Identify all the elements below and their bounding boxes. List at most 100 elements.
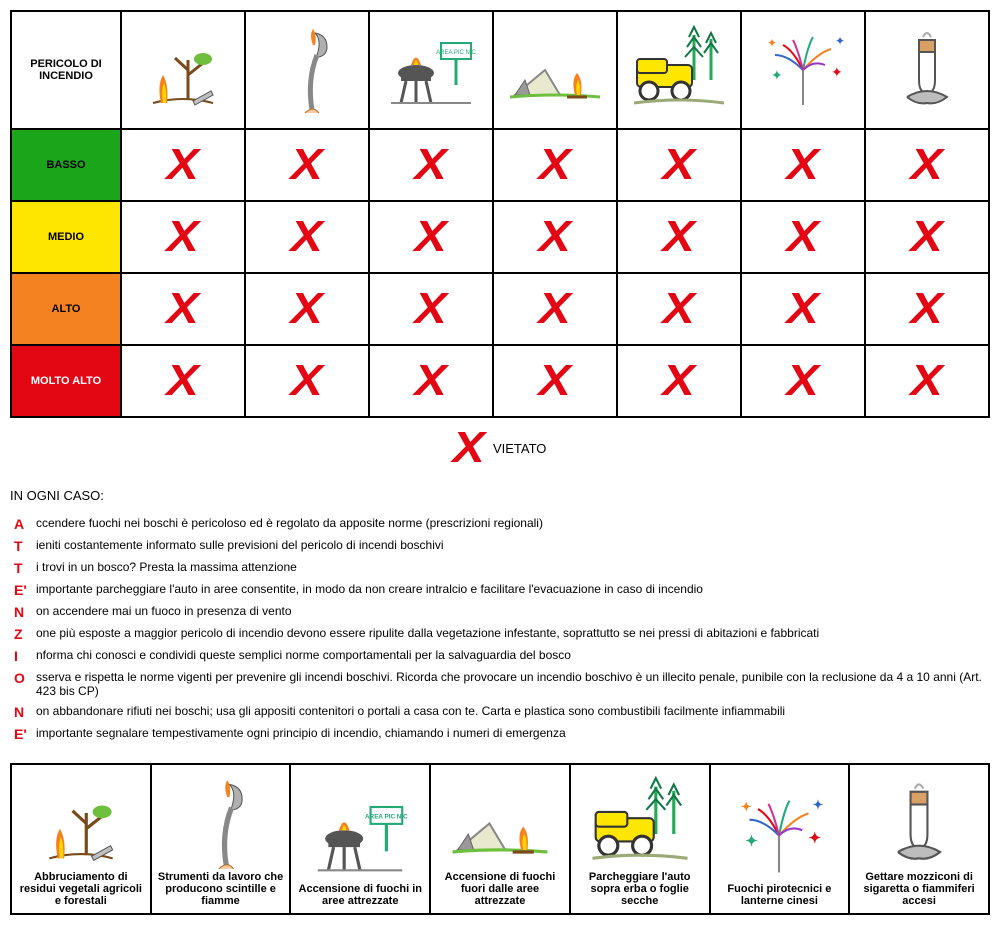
auto-icon [575,776,705,871]
acrostic-text: on accendere mai un fuoco in presenza di… [32,601,990,623]
x-mark-icon: X [787,359,819,403]
acrostic-text: on abbandonare rifiuti nei boschi; usa g… [32,701,990,723]
x-mark-icon: X [663,215,695,259]
svg-text:✦: ✦ [741,800,752,814]
col-icon-mozziconi [865,11,989,129]
acrostic-row: E'importante parcheggiare l'auto in aree… [10,579,990,601]
cell-basso-pirotecnici: X [741,129,865,201]
caption-text: Gettare mozziconi di sigaretta o fiammif… [854,871,984,907]
picnic-icon: AREA PIC NIC [295,788,425,883]
strumenti-icon [156,776,286,871]
x-mark-icon: X [787,215,819,259]
caption-cell-mozziconi: Gettare mozziconi di sigaretta o fiammif… [849,764,989,914]
caption-cell-pirotecnici: ✦ ✦ ✦ ✦Fuochi pirotecnici e lanterne cin… [710,764,850,914]
col-icon-fuori [493,11,617,129]
acrostic-row: Informa chi conosci e condividi queste s… [10,645,990,667]
acrostic-letter: O [10,667,32,701]
cell-molto-pirotecnici: X [741,345,865,417]
caption-text: Accensione di fuochi in aree attrezzate [295,883,425,907]
x-mark-icon: X [415,143,447,187]
x-mark-icon: X [911,287,943,331]
level-label-molto: MOLTO ALTO [11,345,121,417]
acrostic-letter: E' [10,579,32,601]
caption-text: Strumenti da lavoro che producono scinti… [156,871,286,907]
legend-row: X VIETATO [10,426,990,470]
x-mark-icon: X [663,359,695,403]
x-mark-icon: X [291,215,323,259]
acrostic-row: Zone più esposte a maggior pericolo di i… [10,623,990,645]
table-header-label: PERICOLO DI INCENDIO [11,11,121,129]
pirotecnici-icon: ✦ ✦ ✦ ✦ [715,788,845,883]
level-label-alto: ALTO [11,273,121,345]
cell-basso-auto: X [617,129,741,201]
acrostic-list: Accendere fuochi nei boschi è pericoloso… [10,513,990,745]
cell-alto-abbruciamento: X [121,273,245,345]
acrostic-text: sserva e rispetta le norme vigenti per p… [32,667,990,701]
cell-alto-strumenti: X [245,273,369,345]
acrostic-row: E'importante segnalare tempestivamente o… [10,723,990,745]
acrostic-text: ieniti costantemente informato sulle pre… [32,535,990,557]
acrostic-row: Non abbandonare rifiuti nei boschi; usa … [10,701,990,723]
cell-basso-abbruciamento: X [121,129,245,201]
cell-alto-fuori: X [493,273,617,345]
x-mark-icon: X [291,143,323,187]
svg-text:✦: ✦ [813,798,824,812]
acrostic-text: i trovi in un bosco? Presta la massima a… [32,557,990,579]
level-label-medio: MEDIO [11,201,121,273]
svg-text:✦: ✦ [831,64,843,80]
x-mark-icon: X [415,359,447,403]
cell-basso-fuori: X [493,129,617,201]
x-mark-icon: X [167,287,199,331]
x-mark-icon: X [663,143,695,187]
col-icon-auto [617,11,741,129]
svg-text:AREA PIC NIC: AREA PIC NIC [436,50,476,56]
caption-cell-auto: Parcheggiare l'auto sopra erba o foglie … [570,764,710,914]
cell-molto-abbruciamento: X [121,345,245,417]
acrostic-text: nforma chi conosci e condividi queste se… [32,645,990,667]
x-mark-icon: X [787,143,819,187]
caption-text: Fuochi pirotecnici e lanterne cinesi [715,883,845,907]
cell-basso-mozziconi: X [865,129,989,201]
cell-medio-abbruciamento: X [121,201,245,273]
legend-x-icon: X [452,426,484,470]
caption-cell-fuori: Accensione di fuochi fuori dalle aree at… [430,764,570,914]
cell-basso-picnic: X [369,129,493,201]
x-mark-icon: X [911,359,943,403]
mozziconi-icon [854,776,984,871]
cell-alto-auto: X [617,273,741,345]
svg-text:✦: ✦ [835,34,845,48]
legend-x-label: VIETATO [493,441,546,456]
cell-medio-picnic: X [369,201,493,273]
caption-text: Abbruciamento di residui vegetali agrico… [16,871,146,907]
acrostic-text: ccendere fuochi nei boschi è pericoloso … [32,513,990,535]
fire-danger-table: PERICOLO DI INCENDIO AREA PIC NIC [10,10,990,418]
acrostic-letter: N [10,701,32,723]
cell-medio-strumenti: X [245,201,369,273]
col-icon-pirotecnici: ✦ ✦ ✦ ✦ [741,11,865,129]
x-mark-icon: X [787,287,819,331]
acrostic-row: Accendere fuochi nei boschi è pericoloso… [10,513,990,535]
cell-medio-pirotecnici: X [741,201,865,273]
acrostic-row: Osserva e rispetta le norme vigenti per … [10,667,990,701]
x-mark-icon: X [415,215,447,259]
acrostic-letter: Z [10,623,32,645]
acrostic-row: Tieniti costantemente informato sulle pr… [10,535,990,557]
acrostic-letter: N [10,601,32,623]
x-mark-icon: X [663,287,695,331]
caption-cell-picnic: AREA PIC NIC Accensione di fuochi in are… [290,764,430,914]
acrostic-letter: T [10,535,32,557]
caption-cell-abbruciamento: Abbruciamento di residui vegetali agrico… [11,764,151,914]
cell-molto-strumenti: X [245,345,369,417]
x-mark-icon: X [911,143,943,187]
cell-basso-strumenti: X [245,129,369,201]
svg-text:✦: ✦ [767,36,777,50]
x-mark-icon: X [167,359,199,403]
col-icon-strumenti [245,11,369,129]
captions-table: Abbruciamento di residui vegetali agrico… [10,763,990,915]
acrostic-row: Non accendere mai un fuoco in presenza d… [10,601,990,623]
cell-molto-fuori: X [493,345,617,417]
caption-text: Parcheggiare l'auto sopra erba o foglie … [575,871,705,907]
cell-alto-picnic: X [369,273,493,345]
x-mark-icon: X [539,359,571,403]
acrostic-letter: E' [10,723,32,745]
